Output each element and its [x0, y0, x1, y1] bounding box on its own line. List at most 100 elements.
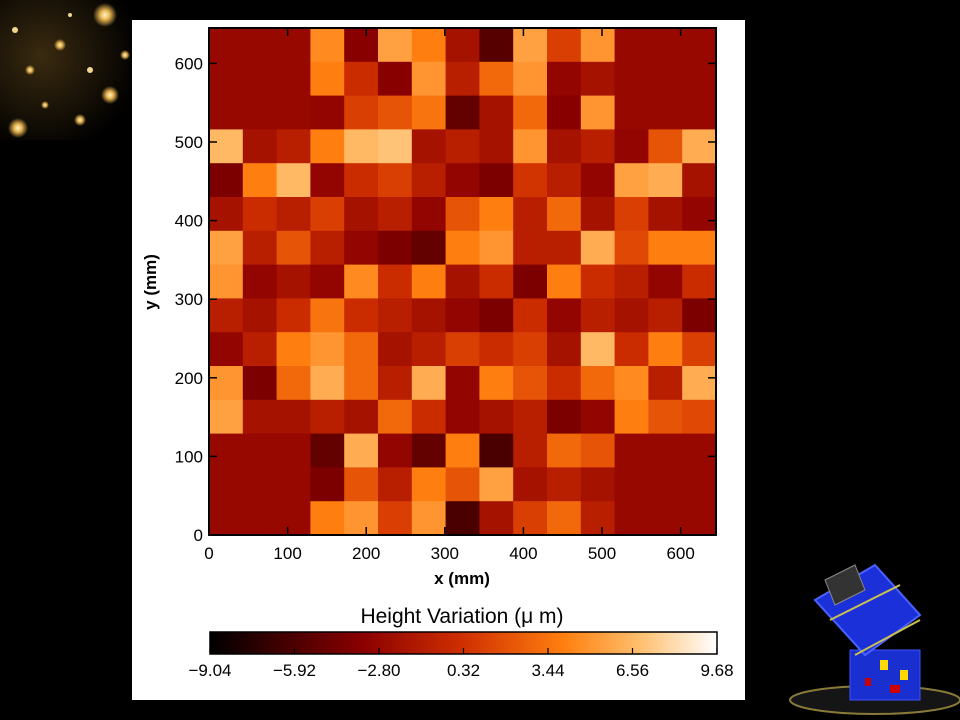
heatmap-cell: [209, 129, 244, 164]
heatmap-cell: [445, 163, 480, 198]
heatmap-cell: [682, 298, 717, 333]
heatmap-cell: [479, 230, 514, 266]
heatmap-cell: [648, 230, 683, 266]
masked-cell: [648, 433, 683, 468]
heatmap-cell: [378, 433, 413, 468]
heatmap-cell: [242, 197, 278, 232]
heatmap-cell: [378, 163, 413, 198]
masked-cell: [209, 28, 244, 63]
heatmap-cell: [276, 264, 311, 299]
heatmap-cell: [614, 264, 649, 299]
masked-cell: [614, 61, 649, 97]
heatmap-cell: [411, 467, 447, 502]
heatmap-cell: [310, 298, 345, 333]
heatmap-cell: [276, 197, 311, 232]
heatmap-cell: [479, 467, 514, 502]
heatmap-cell: [411, 366, 447, 401]
heatmap-cell: [378, 399, 413, 435]
masked-cell: [682, 95, 717, 130]
heatmap-cell: [378, 28, 413, 63]
heatmap-cell: [682, 264, 717, 299]
heatmap-cell: [479, 501, 514, 536]
heatmap-cell: [614, 399, 649, 435]
masked-cell: [682, 28, 717, 63]
heatmap-cell: [547, 95, 582, 130]
heatmap-cell: [547, 366, 582, 401]
masked-cell: [648, 467, 683, 502]
heatmap-cell: [513, 28, 548, 63]
heatmap-cell: [276, 163, 311, 198]
heatmap-cell: [648, 197, 683, 232]
x-tick-label: 500: [588, 544, 616, 563]
heatmap-cell: [547, 501, 582, 536]
heatmap-cells: [209, 28, 717, 536]
heatmap-cell: [445, 230, 480, 266]
masked-cell: [242, 95, 278, 130]
masked-cell: [682, 467, 717, 502]
heatmap-cell: [445, 501, 480, 536]
heatmap-cell: [242, 332, 278, 367]
heatmap-cell: [513, 95, 548, 130]
heatmap-cell: [547, 467, 582, 502]
heatmap-cell: [648, 399, 683, 435]
heatmap-cell: [547, 28, 582, 63]
x-tick-label: 400: [509, 544, 537, 563]
heatmap-cell: [580, 298, 616, 333]
heatmap-cell: [310, 163, 345, 198]
masked-cell: [209, 95, 244, 130]
heatmap-cell: [411, 501, 447, 536]
heatmap-cell: [513, 501, 548, 536]
colorbar-tick-label: 9.68: [700, 661, 733, 680]
heatmap-cell: [209, 264, 244, 299]
heatmap-cell: [445, 264, 480, 299]
heatmap-cell: [242, 129, 278, 164]
colorbar-title: Height Variation (μ m): [360, 605, 563, 628]
y-tick-label: 100: [175, 447, 203, 466]
masked-cell: [648, 95, 683, 130]
x-tick-label: 200: [352, 544, 380, 563]
masked-cell: [276, 433, 311, 468]
heatmap-cell: [682, 366, 717, 401]
heatmap-cell: [310, 501, 345, 536]
heatmap-cell: [344, 399, 379, 435]
masked-cell: [648, 28, 683, 63]
colorbar-tick-label: −2.80: [357, 661, 400, 680]
heatmap-cell: [445, 467, 480, 502]
masked-cell: [682, 501, 717, 536]
colorbar-tick-label: 3.44: [531, 661, 564, 680]
masked-cell: [276, 28, 311, 63]
masked-cell: [614, 433, 649, 468]
masked-cell: [614, 28, 649, 63]
heatmap-cell: [479, 95, 514, 130]
heatmap-cell: [411, 95, 447, 130]
heatmap-cell: [479, 28, 514, 63]
heatmap-cell: [580, 163, 616, 198]
heatmap-cell: [378, 467, 413, 502]
heatmap-cell: [242, 366, 278, 401]
heatmap-cell: [344, 129, 379, 164]
heatmap-cell: [614, 332, 649, 367]
heatmap-cell: [445, 197, 480, 232]
heatmap-cell: [411, 433, 447, 468]
heatmap-cell: [310, 332, 345, 367]
heatmap-cell: [580, 95, 616, 130]
heatmap-cell: [614, 197, 649, 232]
heatmap-cell: [479, 129, 514, 164]
heatmap-cell: [209, 197, 244, 232]
heatmap-cell: [242, 264, 278, 299]
heatmap-cell: [242, 399, 278, 435]
heatmap-cell: [310, 264, 345, 299]
heatmap-cell: [310, 95, 345, 130]
heatmap-cell: [344, 95, 379, 130]
galaxy-image: [0, 0, 140, 140]
heatmap-cell: [682, 163, 717, 198]
heatmap-cell: [209, 366, 244, 401]
heatmap-cell: [513, 332, 548, 367]
heatmap-cell: [344, 197, 379, 232]
heatmap-cell: [344, 163, 379, 198]
masked-cell: [242, 501, 278, 536]
masked-cell: [276, 501, 311, 536]
heatmap-cell: [344, 433, 379, 468]
y-tick-label: 400: [175, 212, 203, 231]
heatmap-cell: [513, 298, 548, 333]
